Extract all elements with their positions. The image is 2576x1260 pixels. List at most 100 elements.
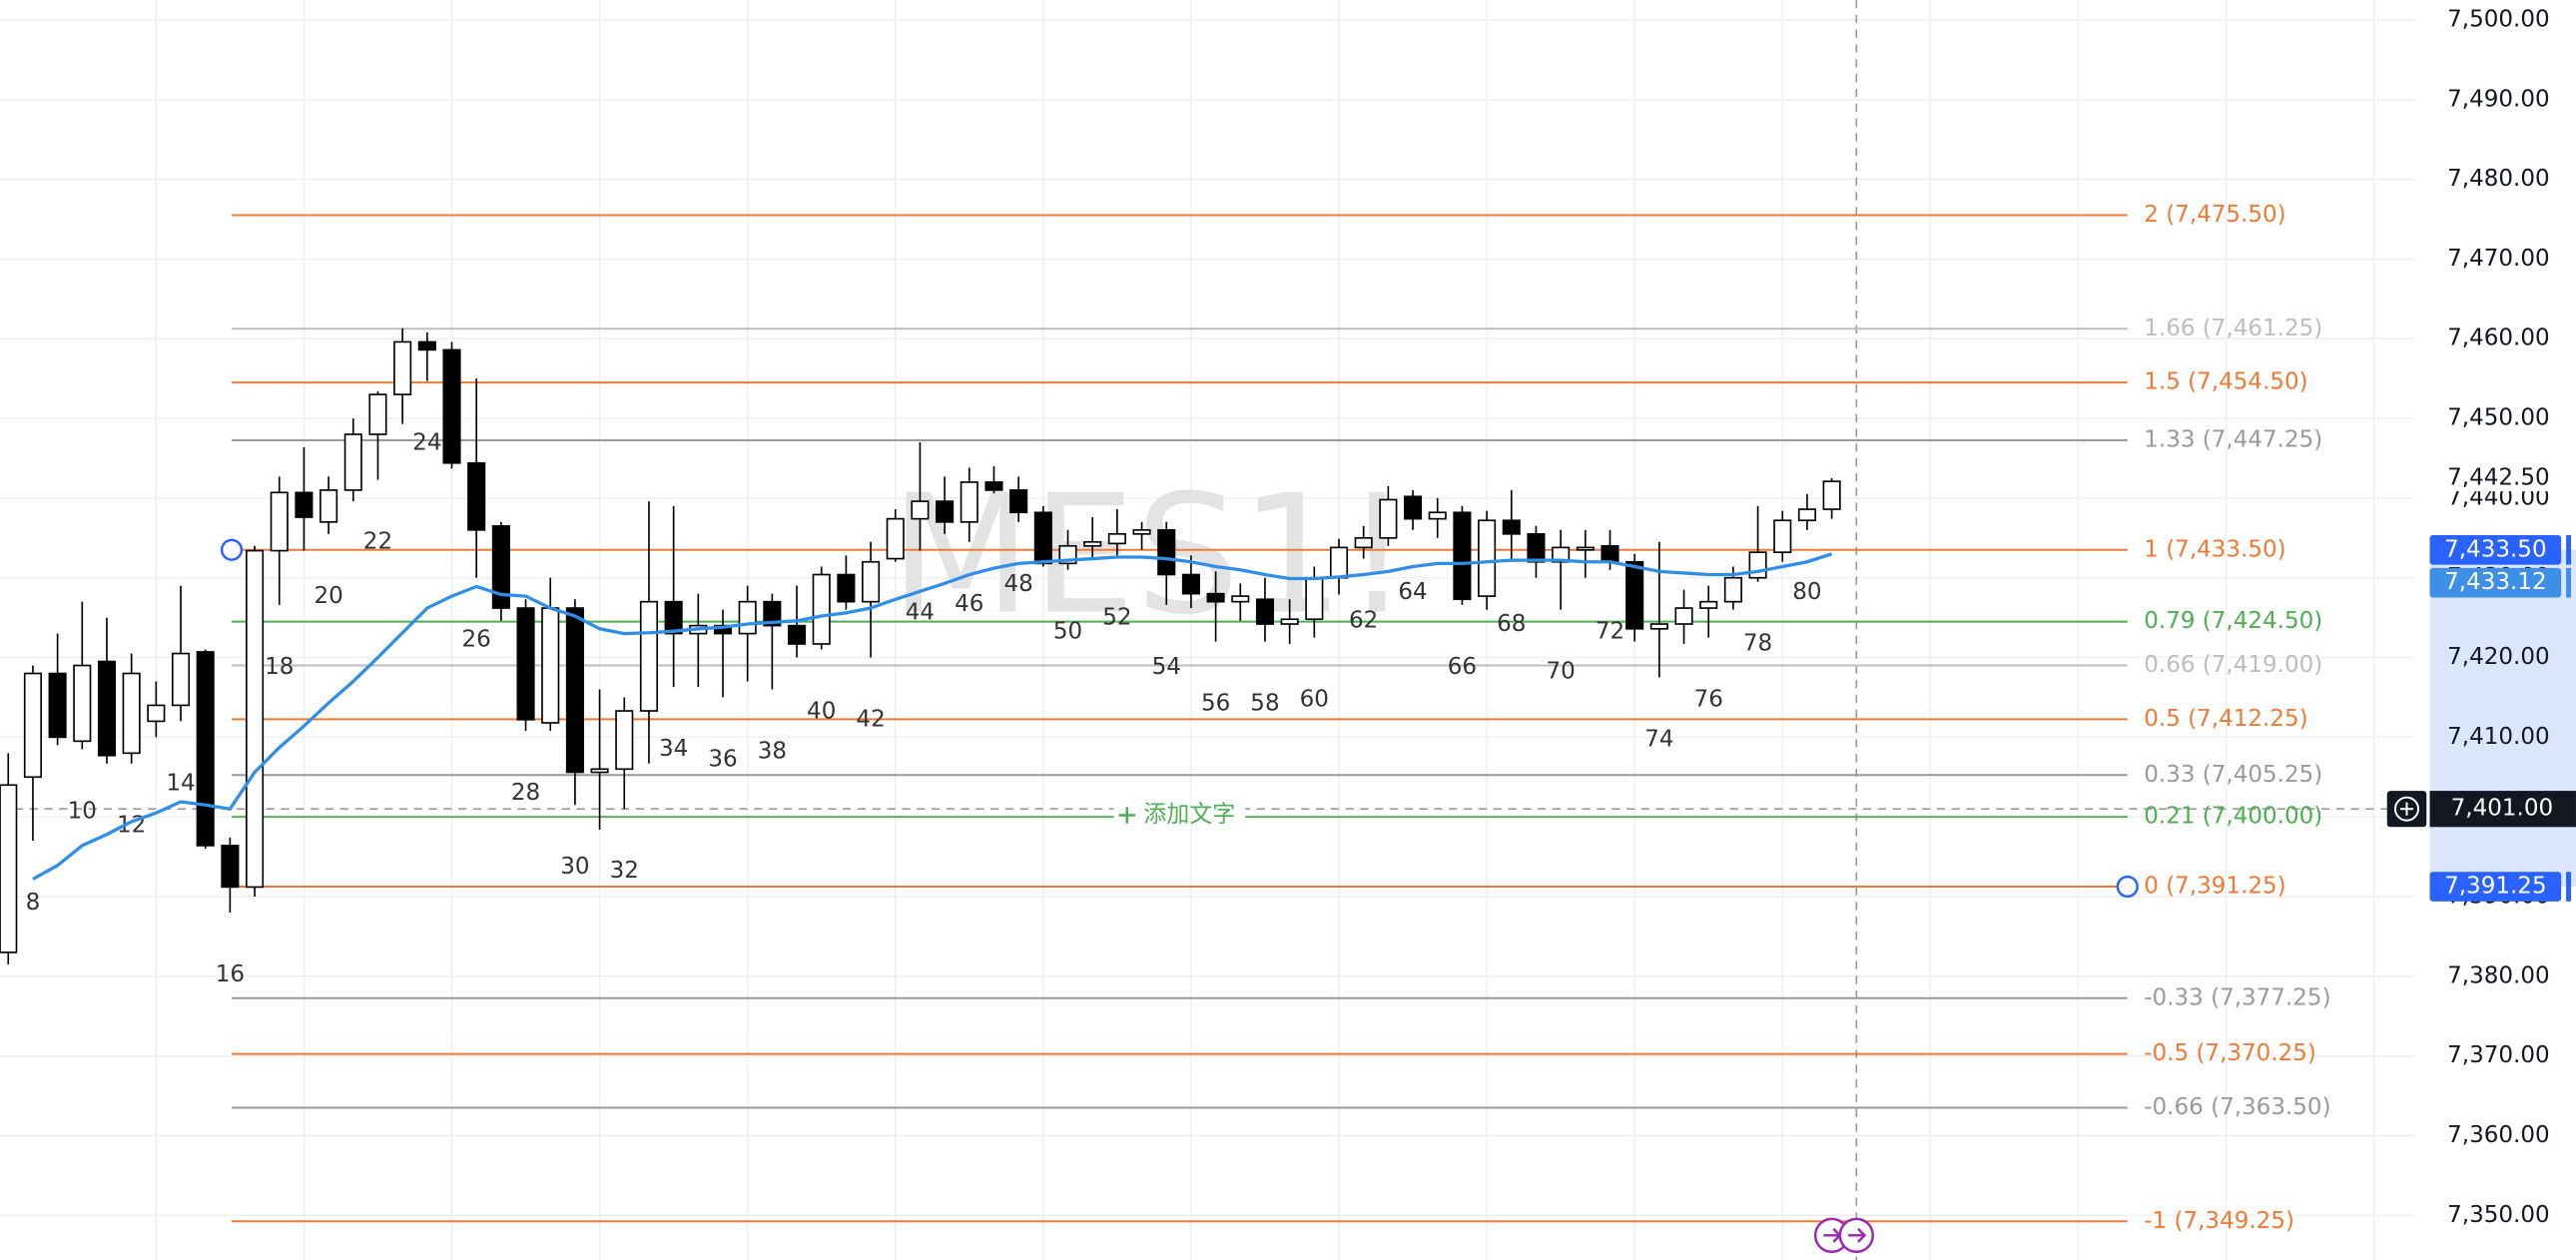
candle-body [886, 517, 905, 560]
candle-body [1181, 573, 1200, 595]
candle-body [911, 500, 930, 520]
candle-body [1428, 511, 1447, 520]
candle-body [1797, 508, 1816, 522]
candle-body [196, 651, 215, 847]
bar-number: 76 [1694, 687, 1723, 713]
candle-body [343, 433, 362, 491]
candle-body [1527, 532, 1546, 563]
candle-body [516, 607, 535, 721]
fib-label: 2 (7,475.50) [2144, 202, 2285, 228]
bar-number: 78 [1743, 631, 1772, 657]
y-tick-label: 7,490.00 [2447, 86, 2550, 112]
candle-body [1107, 532, 1126, 545]
bar-number: 72 [1596, 619, 1624, 645]
candle-body [48, 672, 67, 739]
candle-body [368, 393, 387, 435]
fib-label: 0.21 (7,400.00) [2144, 804, 2322, 830]
candle-body [738, 600, 757, 635]
candle-body [1354, 536, 1373, 549]
candle-body [1723, 576, 1742, 603]
candle-body [491, 525, 510, 609]
anchor-handle[interactable] [220, 538, 244, 561]
add-text-bg [1113, 802, 1246, 829]
candle-body [984, 481, 1003, 491]
fib-label: 1 (7,433.50) [2144, 536, 2285, 562]
bar-number: 36 [708, 746, 737, 772]
bar-number: 58 [1250, 691, 1279, 717]
moving-average [32, 552, 1833, 881]
fib-label: -0.33 (7,377.25) [2144, 984, 2330, 1010]
price-tag-edge [2566, 567, 2572, 598]
candle-body [393, 340, 412, 395]
candle-body [1576, 546, 1595, 551]
bar-number: 42 [856, 707, 885, 733]
crosshair-plus[interactable] [2393, 796, 2420, 822]
candle-body [320, 489, 338, 523]
candle-body [1453, 511, 1472, 601]
price-tag [2429, 567, 2562, 598]
candle-body [664, 600, 683, 635]
candle-body [442, 348, 461, 464]
candle-body [1379, 498, 1398, 539]
candle-body [1305, 576, 1324, 621]
candle-body [1132, 528, 1151, 535]
candle-body [1625, 560, 1644, 630]
candle-body [812, 573, 831, 645]
candle-body [787, 624, 807, 645]
candle-body [1083, 540, 1102, 547]
y-tick-label: 7,460.00 [2447, 325, 2550, 351]
bar-number: 18 [265, 654, 294, 680]
fib-label: 1.33 (7,447.25) [2144, 427, 2322, 453]
candle-body [1699, 600, 1718, 609]
candle-body [1478, 519, 1497, 597]
candle-body [1255, 598, 1275, 625]
bar-number: 60 [1300, 687, 1329, 713]
candle-body [1601, 544, 1619, 563]
bar-number: 50 [1053, 619, 1082, 645]
timeline-icon-arrow [1848, 1227, 1867, 1243]
bar-number: 48 [1004, 571, 1033, 597]
bar-number: 70 [1546, 659, 1575, 685]
candle-body [0, 784, 18, 953]
y-tick-label: 7,450.00 [2447, 405, 2550, 431]
anchor-handle[interactable] [2116, 875, 2139, 899]
bar-number: 46 [955, 591, 983, 617]
price-tag [2429, 872, 2562, 902]
candle-body [936, 500, 955, 523]
candle-body [23, 672, 42, 779]
bar-number: 56 [1201, 691, 1230, 717]
bar-number: 68 [1497, 611, 1526, 637]
crosshair-label: 7,401.00 [2451, 796, 2554, 822]
bar-number: 34 [659, 736, 688, 762]
candle-body [541, 607, 560, 724]
bar-number: 66 [1448, 654, 1477, 680]
y-tick-label: 7,360.00 [2447, 1122, 2550, 1148]
candle-body [763, 600, 782, 627]
candle-body [122, 672, 141, 755]
candle-body [295, 491, 314, 518]
last-price-bg [2437, 464, 2557, 492]
price-tag [2429, 534, 2562, 565]
price-tag-label: 7,433.50 [2444, 536, 2547, 562]
y-tick-label: 7,370.00 [2447, 1042, 2550, 1068]
bar-number: 54 [1152, 654, 1181, 680]
fib-label: 0.79 (7,424.50) [2144, 608, 2322, 634]
price-tag-label: 7,391.25 [2444, 874, 2547, 900]
price-tag-label: 7,433.12 [2444, 569, 2547, 595]
bar-number: 74 [1644, 727, 1673, 753]
y-tick-label: 7,500.00 [2447, 6, 2550, 32]
candle-body [1822, 480, 1841, 510]
bar-number: 38 [758, 738, 787, 764]
crosshair-tag [2429, 791, 2576, 828]
add-text-button[interactable]: 添加文字 [1143, 802, 1235, 828]
bar-number: 10 [68, 798, 97, 824]
bar-number: 20 [314, 583, 342, 609]
candle-body [565, 607, 584, 774]
candle-body [862, 560, 881, 603]
candle-body [467, 461, 486, 531]
candle-body [270, 491, 289, 552]
bar-number: 14 [166, 770, 195, 796]
bar-number: 64 [1398, 579, 1427, 605]
